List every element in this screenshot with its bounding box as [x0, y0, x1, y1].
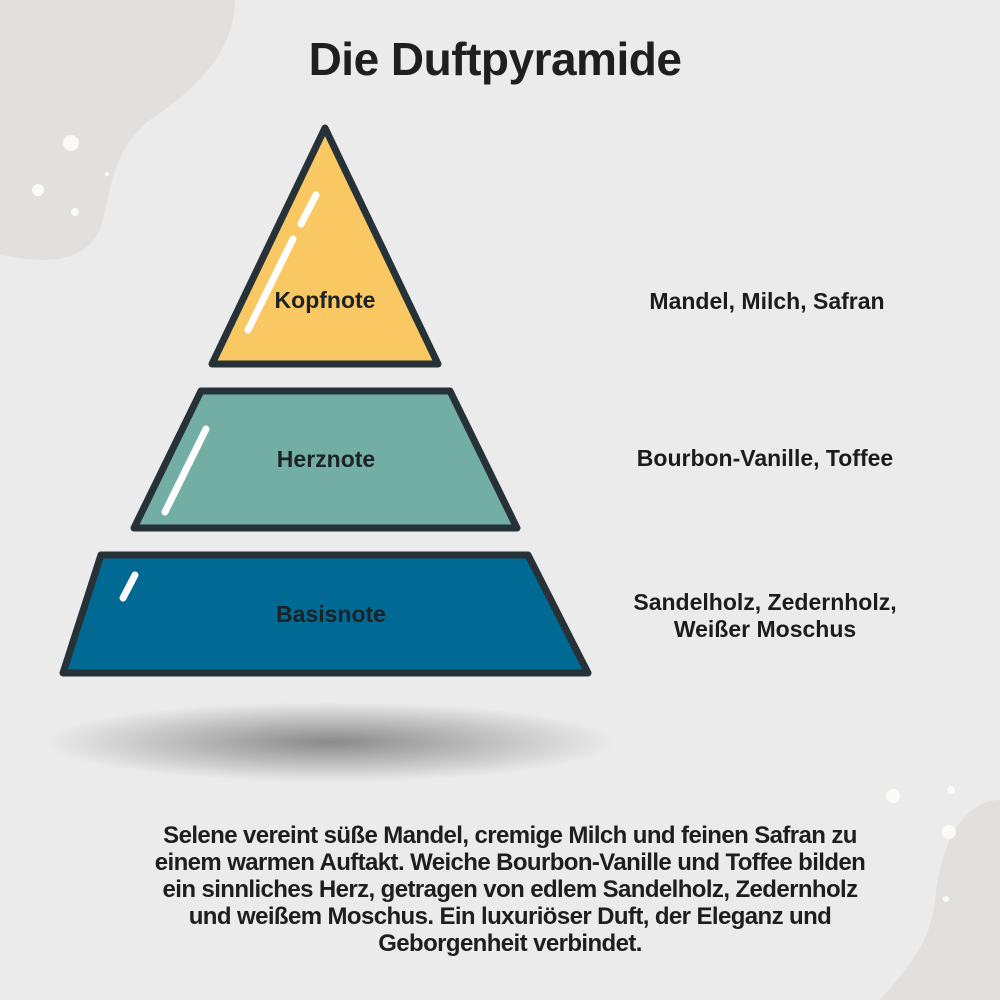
notes-basisnote: Sandelholz, Zedernholz, Weißer Moschus	[565, 589, 965, 643]
highlight-shine	[161, 425, 210, 516]
level-label-kopfnote: Kopfnote	[274, 287, 376, 313]
decorative-dot	[943, 896, 949, 902]
basisnote-layer	[59, 551, 592, 677]
decorative-dot	[105, 172, 109, 176]
note-text: Weißer Moschus	[673, 616, 857, 642]
decorative-dot	[942, 825, 956, 839]
description-paragraph: Selene vereint süße Mandel, cremige Milc…	[30, 822, 990, 957]
herznote-layer	[130, 387, 521, 532]
decorative-dot	[63, 135, 79, 151]
decorative-blob-bottom-right	[880, 800, 1000, 1000]
description-line: Geborgenheit verbindet.	[378, 930, 642, 957]
note-text: Mandel, Milch, Safran	[649, 288, 885, 314]
highlight-shine	[119, 571, 139, 602]
level-label-basisnote: Basisnote	[276, 601, 386, 627]
kopfnote-layer	[208, 124, 442, 368]
note-text: Sandelholz, Zedernholz,	[633, 589, 897, 615]
description-line: ein sinnliches Herz, getragen von edlem …	[162, 876, 859, 903]
pyramid-shadow	[45, 702, 615, 782]
page-title: Die Duftpyramide	[308, 33, 682, 85]
decorative-dot	[886, 789, 900, 803]
notes-kopfnote: Mandel, Milch, Safran	[567, 288, 967, 315]
description-line: Selene vereint süße Mandel, cremige Milc…	[163, 822, 857, 849]
highlight-shine	[297, 191, 320, 228]
description-line: einem warmen Auftakt. Weiche Bourbon-Van…	[154, 849, 866, 876]
decorative-dot	[32, 184, 44, 196]
level-label-herznote: Herznote	[276, 446, 376, 472]
highlight-shine	[244, 235, 297, 334]
decorative-dot	[71, 208, 79, 216]
decorative-blob-top-left	[0, 0, 235, 260]
decorative-dot	[947, 786, 955, 794]
notes-herznote: Bourbon-Vanille, Toffee	[565, 445, 965, 472]
description-line: und weißem Moschus. Ein luxuriöser Duft,…	[188, 903, 832, 930]
note-text: Bourbon-Vanille, Toffee	[636, 445, 894, 471]
